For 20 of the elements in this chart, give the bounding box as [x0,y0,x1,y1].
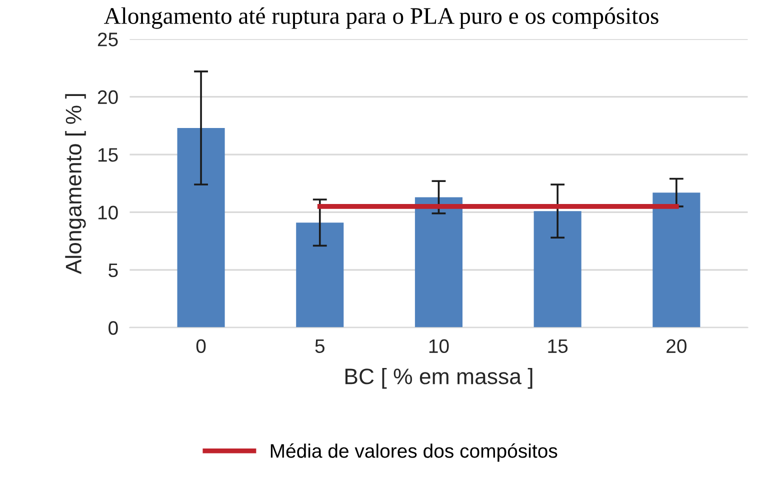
chart-title: Alongamento até ruptura para o PLA puro e os compósitos [104,7,658,29]
y-axis-title: Alongamento [ % ] [65,94,86,274]
y-tick-label: 20 [98,90,118,104]
x-tick-label: 5 [315,339,324,354]
bar [177,128,225,328]
y-tick-label: 25 [98,32,118,46]
x-tick-label: 0 [196,339,206,354]
bar [296,222,344,328]
bar [652,192,700,328]
x-tick-label: 10 [429,339,449,354]
bar [414,197,462,328]
y-tick-label: 10 [98,206,118,220]
y-tick-label: 5 [108,264,118,278]
x-tick-label: 20 [666,339,686,354]
x-axis-title: BC [ % em massa ] [345,368,532,389]
y-tick-label: 0 [108,321,118,335]
y-tick-label: 15 [98,148,118,162]
bar [534,211,582,328]
legend-label: Média de valores dos compósitos [270,443,558,462]
x-tick-label: 15 [548,339,568,354]
